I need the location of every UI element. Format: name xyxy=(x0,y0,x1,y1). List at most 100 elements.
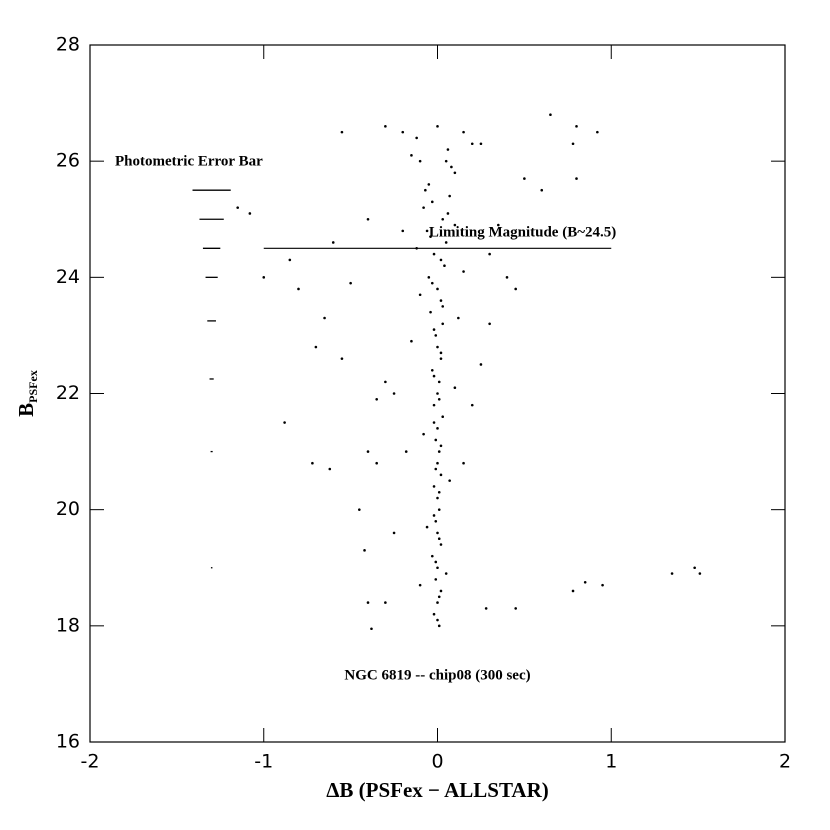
x-tick-label: -2 xyxy=(81,751,100,773)
data-point xyxy=(384,380,387,384)
data-point xyxy=(370,627,373,631)
data-point xyxy=(448,479,451,482)
data-point xyxy=(436,496,439,500)
data-point xyxy=(401,130,405,134)
data-point xyxy=(434,438,438,442)
data-point xyxy=(436,392,439,395)
data-point xyxy=(575,125,578,128)
data-point xyxy=(444,241,448,244)
data-point xyxy=(437,624,441,628)
data-point xyxy=(441,305,445,308)
data-point xyxy=(436,345,439,349)
data-point xyxy=(366,217,370,221)
data-point xyxy=(429,235,432,238)
data-point xyxy=(470,142,474,146)
data-point xyxy=(436,566,439,570)
data-point xyxy=(436,461,439,465)
data-point xyxy=(248,212,252,215)
data-point xyxy=(422,432,425,436)
data-point xyxy=(331,241,335,244)
data-point xyxy=(505,276,509,279)
y-tick-label: 22 xyxy=(56,382,80,404)
error-bar-label: Photometric Error Bar xyxy=(115,154,263,170)
data-point xyxy=(384,125,387,128)
data-point xyxy=(444,159,448,163)
x-axis-label: ΔB (PSFex − ALLSTAR) xyxy=(326,778,549,802)
data-point xyxy=(366,601,370,604)
data-point xyxy=(439,543,443,546)
data-point xyxy=(434,467,438,471)
data-point xyxy=(470,403,474,407)
data-point xyxy=(415,246,418,250)
data-point xyxy=(437,508,441,511)
data-point xyxy=(311,461,314,465)
x-tick-label: 1 xyxy=(605,751,617,773)
data-point xyxy=(384,601,387,604)
data-point xyxy=(437,537,441,541)
data-point xyxy=(462,270,465,273)
data-point xyxy=(427,276,431,279)
data-point xyxy=(596,130,599,134)
data-point xyxy=(375,461,378,465)
data-point xyxy=(432,252,436,256)
data-point xyxy=(432,612,436,616)
data-point xyxy=(432,374,436,378)
data-point xyxy=(439,351,443,355)
data-point xyxy=(571,589,575,593)
data-point xyxy=(430,368,434,372)
data-point xyxy=(340,357,344,360)
data-point xyxy=(340,130,344,134)
data-point xyxy=(436,125,439,128)
chart-title: NGC 6819 -- chip08 (300 sec) xyxy=(344,667,530,683)
data-point xyxy=(446,148,450,151)
data-point xyxy=(698,572,702,575)
data-point xyxy=(410,339,413,343)
data-point xyxy=(457,316,460,320)
data-point xyxy=(425,229,429,233)
data-point xyxy=(437,450,441,453)
data-point xyxy=(441,217,445,221)
limit-label: Limiting Magnitude (B~24.5) xyxy=(429,225,616,241)
data-point xyxy=(432,403,436,407)
data-point xyxy=(436,601,439,604)
data-point xyxy=(434,578,438,581)
data-point xyxy=(437,595,441,599)
y-tick-label: 18 xyxy=(56,614,80,636)
data-point xyxy=(443,264,446,268)
data-point xyxy=(375,398,378,401)
data-point xyxy=(415,136,418,140)
data-point xyxy=(323,316,326,320)
data-point xyxy=(288,258,292,262)
y-axis-label-main: B xyxy=(14,403,38,417)
data-point xyxy=(418,159,422,163)
data-point xyxy=(432,485,436,488)
data-point xyxy=(479,363,483,366)
data-point xyxy=(523,177,526,180)
data-point xyxy=(484,607,488,610)
data-point xyxy=(432,328,436,331)
data-point xyxy=(453,386,457,389)
y-axis-label-sub: PSFex xyxy=(26,370,40,403)
data-point xyxy=(436,287,439,291)
data-point xyxy=(439,357,443,360)
data-point xyxy=(366,450,370,453)
data-point xyxy=(429,310,432,314)
data-point xyxy=(670,572,674,575)
data-point xyxy=(514,287,517,291)
data-point xyxy=(436,618,439,622)
data-point xyxy=(424,188,427,192)
data-point xyxy=(439,473,443,477)
data-point xyxy=(450,165,453,169)
data-point xyxy=(437,380,441,384)
data-point xyxy=(441,322,445,326)
data-point xyxy=(430,281,434,285)
data-point xyxy=(571,142,575,146)
data-point xyxy=(540,188,544,192)
data-point xyxy=(262,276,266,279)
data-point xyxy=(430,200,434,204)
data-point xyxy=(601,583,604,587)
x-tick-label: -1 xyxy=(254,751,273,773)
data-point xyxy=(328,467,332,471)
data-point xyxy=(410,154,413,157)
y-tick-label: 26 xyxy=(56,150,80,172)
